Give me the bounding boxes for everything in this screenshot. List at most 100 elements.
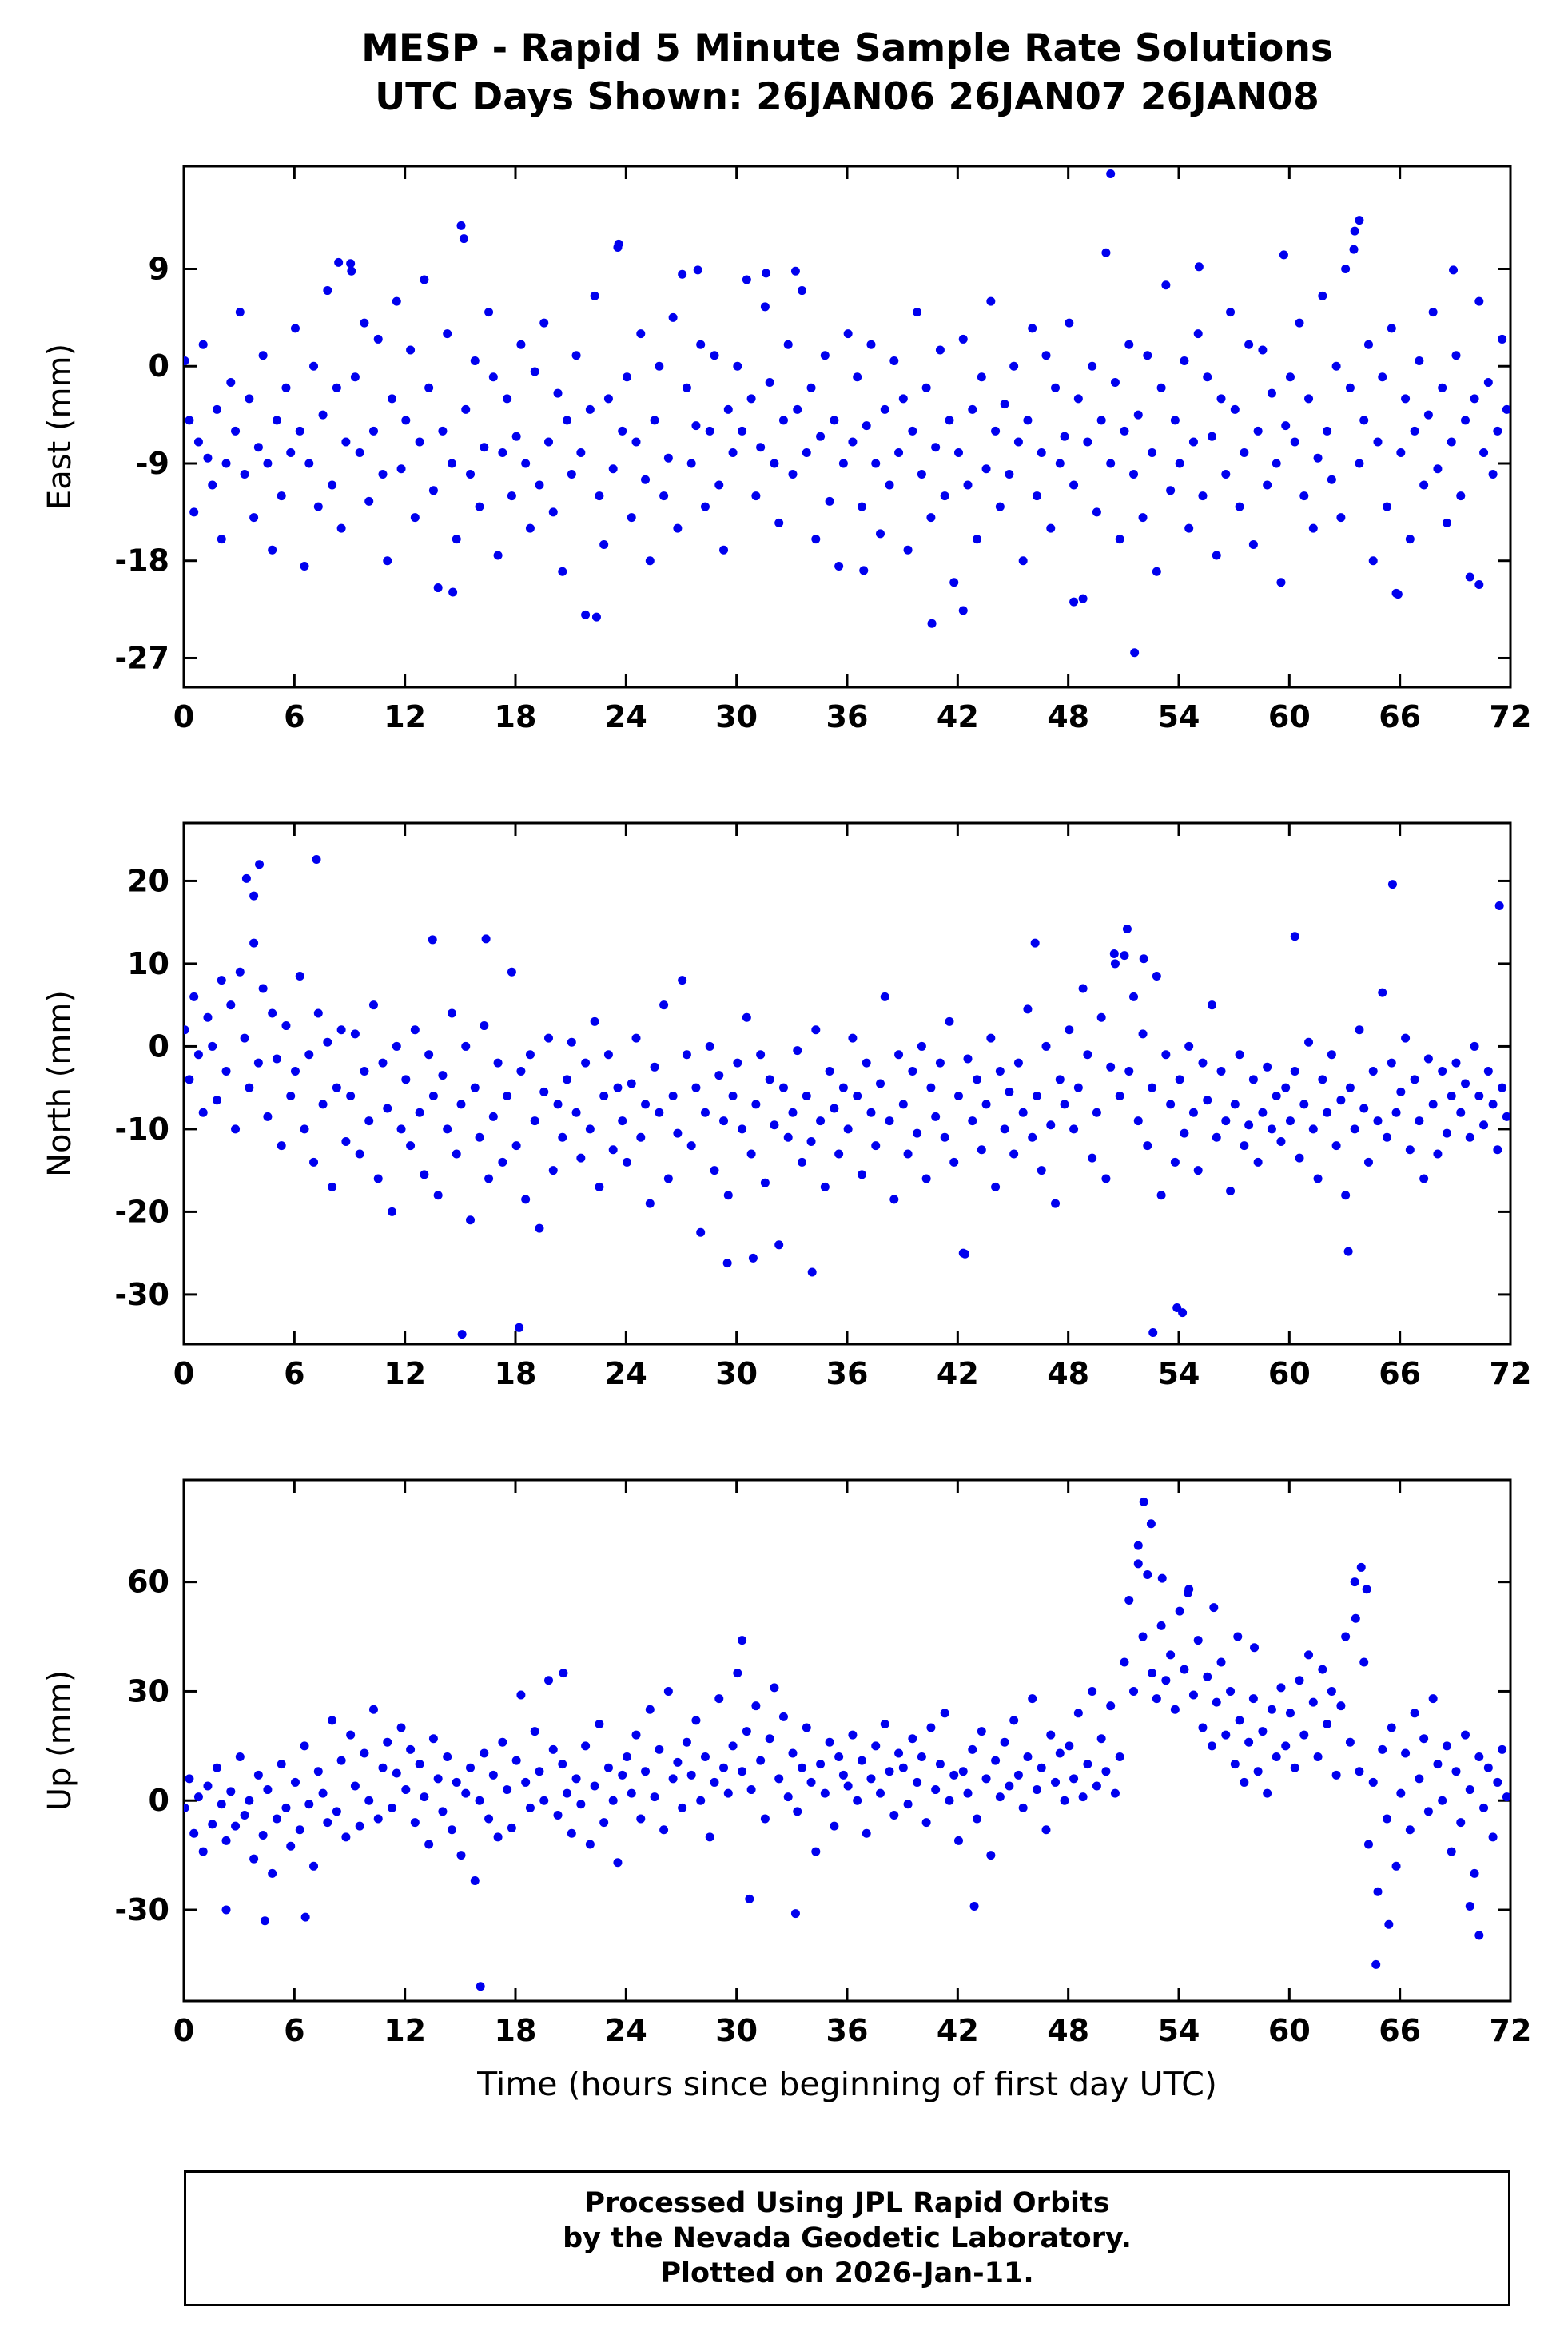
data-point — [770, 1683, 779, 1693]
data-point — [396, 1124, 406, 1134]
data-point — [1013, 1058, 1023, 1068]
data-point — [830, 1821, 839, 1831]
data-point — [1156, 383, 1166, 392]
data-point — [1198, 1058, 1208, 1068]
data-point — [1396, 448, 1406, 457]
x-tick-label: 72 — [1490, 699, 1532, 734]
data-point — [525, 523, 535, 533]
data-point — [396, 464, 406, 474]
data-point — [1133, 1541, 1143, 1550]
data-point — [571, 351, 581, 360]
y-tick-label: -27 — [114, 640, 169, 675]
data-point — [1109, 949, 1119, 959]
data-point — [1244, 1120, 1254, 1130]
data-point — [590, 291, 599, 300]
data-point — [360, 1066, 369, 1076]
data-point — [926, 513, 936, 523]
data-point — [1180, 356, 1189, 365]
data-point — [521, 459, 531, 468]
data-point — [263, 459, 273, 468]
panel-up: 0 6 12 18 24 30 36 42 48 54 60 66 72 60 30 0 -30 Up (mm) — [42, 1478, 1531, 2048]
x-tick-label: 60 — [1268, 2013, 1311, 2048]
data-point — [710, 1166, 719, 1175]
data-point — [1470, 1868, 1479, 1878]
data-point — [1493, 1145, 1502, 1155]
data-point — [1502, 404, 1510, 414]
data-point — [530, 1727, 539, 1736]
data-point — [1488, 1832, 1498, 1842]
data-point — [1263, 1788, 1272, 1798]
data-point — [480, 1021, 489, 1031]
data-point — [332, 1083, 341, 1092]
data-point — [193, 437, 203, 447]
data-point — [185, 1075, 194, 1084]
data-point — [424, 1840, 434, 1849]
data-point — [788, 470, 798, 479]
data-point — [258, 351, 268, 360]
data-point — [438, 1807, 448, 1816]
data-point — [1295, 1676, 1304, 1685]
x-tick-label: 36 — [826, 699, 869, 734]
data-point — [1221, 1116, 1231, 1126]
data-point — [1203, 1096, 1212, 1105]
data-point — [981, 1100, 991, 1109]
data-point — [1046, 1730, 1056, 1740]
data-point — [272, 416, 281, 425]
data-point — [1148, 1328, 1158, 1338]
data-point — [336, 1756, 346, 1765]
data-point — [1226, 308, 1236, 317]
data-point — [208, 1820, 217, 1829]
data-point — [235, 967, 245, 977]
x-tick-label: 18 — [495, 699, 537, 734]
data-point — [213, 1763, 221, 1772]
x-tick-label: 42 — [937, 699, 979, 734]
data-point — [263, 1112, 273, 1121]
data-point — [410, 1818, 420, 1828]
data-point — [816, 432, 826, 441]
data-point — [1009, 361, 1019, 371]
data-point — [631, 1730, 641, 1740]
data-point — [807, 1267, 817, 1277]
data-point — [1221, 1730, 1231, 1740]
data-point — [1396, 1087, 1406, 1096]
data-point — [843, 329, 853, 339]
data-point — [1230, 1100, 1240, 1109]
data-point — [424, 383, 434, 392]
data-point — [1456, 1818, 1466, 1828]
data-point — [221, 1836, 231, 1845]
data-point — [1203, 1672, 1212, 1681]
data-point — [1096, 416, 1106, 425]
data-point — [1345, 383, 1355, 392]
data-point — [1157, 1573, 1167, 1583]
data-point — [368, 426, 378, 436]
data-point — [1465, 1901, 1474, 1911]
data-point — [466, 470, 476, 479]
data-point — [268, 545, 277, 555]
data-point — [682, 383, 691, 392]
data-point — [668, 1092, 678, 1101]
data-point — [1313, 1752, 1323, 1762]
data-point — [1180, 1665, 1189, 1674]
data-point — [1336, 1701, 1346, 1711]
data-point — [1419, 1174, 1429, 1183]
data-point — [1378, 1744, 1387, 1754]
data-point — [226, 1000, 236, 1010]
data-point — [641, 1100, 651, 1109]
data-point — [1405, 1145, 1415, 1155]
data-point — [581, 1058, 591, 1068]
data-point — [1313, 453, 1323, 463]
data-point — [1387, 880, 1397, 889]
data-point — [848, 1730, 858, 1740]
data-point — [591, 612, 601, 622]
data-point — [1138, 1029, 1148, 1039]
data-point — [871, 1741, 881, 1751]
data-point — [756, 1756, 766, 1765]
data-point — [576, 1800, 586, 1809]
data-point — [1221, 470, 1231, 479]
data-point — [843, 1781, 853, 1791]
data-point — [240, 470, 249, 479]
data-point — [253, 1770, 263, 1780]
data-point — [1438, 383, 1447, 392]
y-axis-label-up: Up (mm) — [42, 1670, 78, 1812]
data-point — [673, 1128, 683, 1138]
